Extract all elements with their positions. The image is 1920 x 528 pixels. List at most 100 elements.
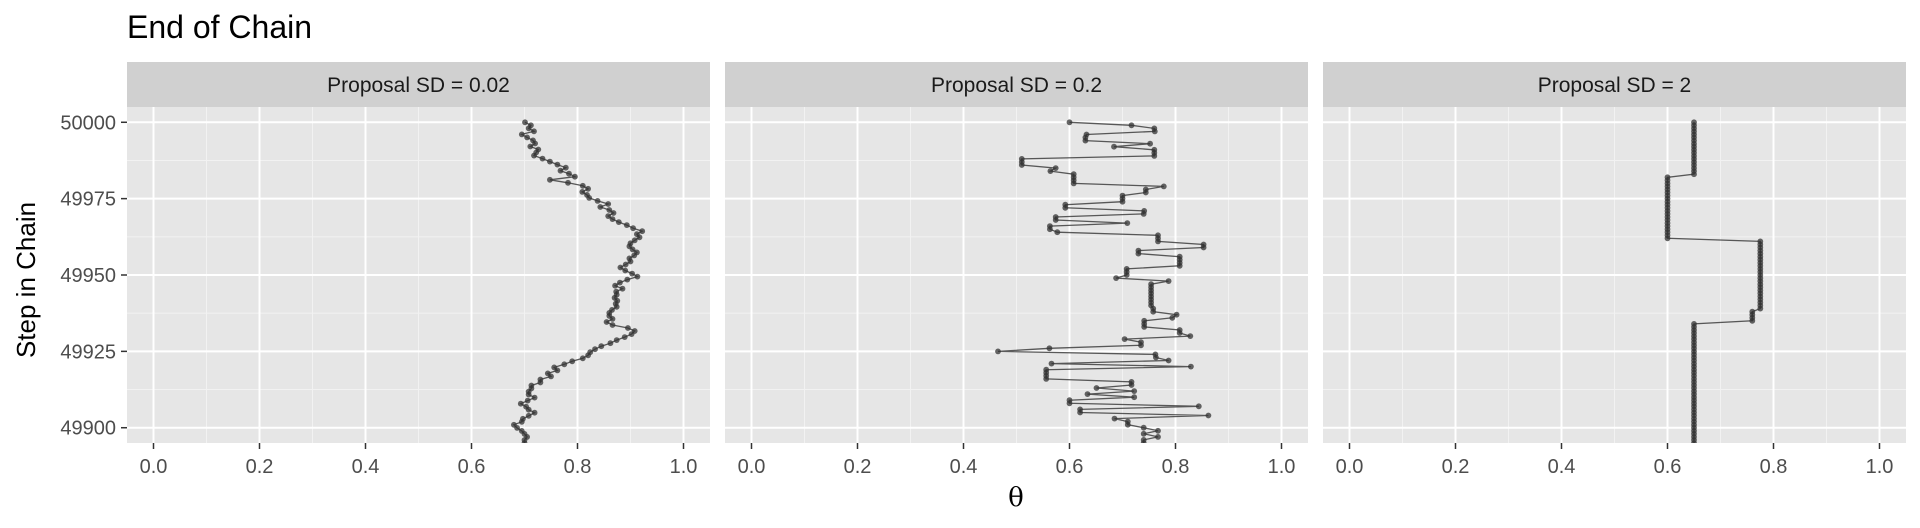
trace-point xyxy=(1054,229,1061,236)
trace-point xyxy=(1691,171,1697,178)
panels-layer: Proposal SD = 0.020.0 0.2 0.4 0.6 0.8 1.0 Prop… xyxy=(127,62,1906,478)
x-tick-label: 1.0 xyxy=(1268,456,1296,478)
trace-point xyxy=(623,222,630,229)
panel-strip-label: Proposal SD = 2 xyxy=(1538,74,1692,97)
trace-point xyxy=(603,319,610,325)
trace-point xyxy=(606,207,613,213)
trace-point xyxy=(547,176,553,183)
x-tick-label: 0.0 xyxy=(140,456,168,478)
trace-point xyxy=(1135,250,1142,257)
trace-point xyxy=(531,394,538,401)
y-axis-title: Step in Chain xyxy=(11,202,41,358)
trace-point xyxy=(1052,217,1059,223)
y-tick-label: 50000 xyxy=(60,112,116,134)
trace-point xyxy=(514,425,520,431)
trace-point xyxy=(1150,308,1157,315)
trace-point xyxy=(1176,330,1183,336)
trace-point xyxy=(565,179,571,186)
trace-point xyxy=(612,282,618,289)
x-tick-label: 0.6 xyxy=(1056,456,1084,478)
trace-point xyxy=(605,213,612,220)
trace-point xyxy=(1111,143,1117,150)
y-tick-label: 49900 xyxy=(60,418,116,440)
trace-point xyxy=(1140,424,1147,431)
x-tick-label: 0.6 xyxy=(458,456,486,478)
trace-point xyxy=(1155,427,1161,434)
trace-point xyxy=(1124,421,1131,428)
trace-point xyxy=(1176,262,1183,269)
x-tick-label: 0.4 xyxy=(950,456,978,478)
trace-point xyxy=(586,195,593,201)
trace-point xyxy=(1123,272,1130,278)
trace-point xyxy=(634,273,641,280)
trace-point xyxy=(1165,278,1172,284)
trace-point xyxy=(548,373,554,380)
trace-series xyxy=(511,119,646,443)
trace-point xyxy=(631,252,638,259)
trace-point xyxy=(1153,354,1159,361)
trace-point xyxy=(525,391,532,398)
trace-point xyxy=(1138,342,1144,349)
trace-point xyxy=(639,228,646,235)
y-axis: 49900 49925 49950 49975 50000 xyxy=(60,112,127,440)
x-tick-label: 0.8 xyxy=(1760,456,1788,478)
trace-point xyxy=(585,352,591,359)
trace-point xyxy=(531,152,537,159)
trace-point xyxy=(1119,198,1126,205)
trace-point xyxy=(521,440,528,443)
trace-point xyxy=(613,303,620,310)
trace-point xyxy=(1131,388,1138,394)
panel-2: Proposal SD = 0.2 0.0 0.2 0.4 0.6 0.8 1.0 xyxy=(725,62,1308,478)
trace-point xyxy=(1121,336,1128,342)
trace-point xyxy=(610,210,617,216)
trace-point xyxy=(1066,119,1073,126)
trace-point xyxy=(572,173,578,180)
trace-point xyxy=(527,143,534,150)
trace-point xyxy=(1128,122,1135,129)
trace-point xyxy=(1173,311,1180,318)
trace-point xyxy=(524,134,530,141)
trace-point xyxy=(1048,360,1055,367)
x-axis-title: θ xyxy=(1008,483,1024,513)
trace-point xyxy=(1052,165,1059,172)
panel-1: Proposal SD = 0.02 0.0 0.2 0.4 0.6 0.8 1.0 xyxy=(127,62,710,478)
trace-point xyxy=(1757,305,1764,312)
trace-point xyxy=(628,331,635,337)
x-tick-label: 0.2 xyxy=(1442,456,1470,478)
trace-point xyxy=(1141,324,1148,330)
trace-point xyxy=(1046,345,1053,352)
trace-point xyxy=(525,125,532,132)
trace-point xyxy=(609,316,616,322)
trace-point xyxy=(1205,412,1212,419)
trace-point xyxy=(1200,244,1207,251)
trace-point xyxy=(1691,440,1697,443)
trace-point xyxy=(1084,391,1091,397)
trace-point xyxy=(585,185,591,192)
trace-point xyxy=(621,334,628,340)
trace-point xyxy=(622,261,629,268)
y-tick-label: 49975 xyxy=(60,189,116,211)
x-tick-label: 0.0 xyxy=(738,456,766,478)
trace-point xyxy=(597,204,604,210)
trace-series xyxy=(995,119,1212,443)
x-tick-label: 0.4 xyxy=(1548,456,1576,478)
trace-point xyxy=(554,161,561,168)
trace-point xyxy=(1070,180,1077,187)
trace-point xyxy=(1160,183,1167,190)
trace-point xyxy=(524,397,531,404)
trace-point xyxy=(609,216,616,223)
trace-point xyxy=(1124,220,1131,227)
x-axis: 0.0 0.2 0.4 0.6 0.8 1.0 xyxy=(140,443,697,478)
trace-point xyxy=(532,140,538,147)
trace-point xyxy=(609,322,616,328)
trace-point xyxy=(619,285,626,292)
trace-point xyxy=(1664,235,1671,242)
trace-point xyxy=(562,164,569,171)
trace-point xyxy=(1155,238,1161,245)
trace-point xyxy=(1018,162,1025,168)
trace-point xyxy=(1195,403,1202,410)
x-tick-label: 0.8 xyxy=(1162,456,1190,478)
trace-series xyxy=(1664,119,1764,443)
trace-point xyxy=(629,270,635,277)
